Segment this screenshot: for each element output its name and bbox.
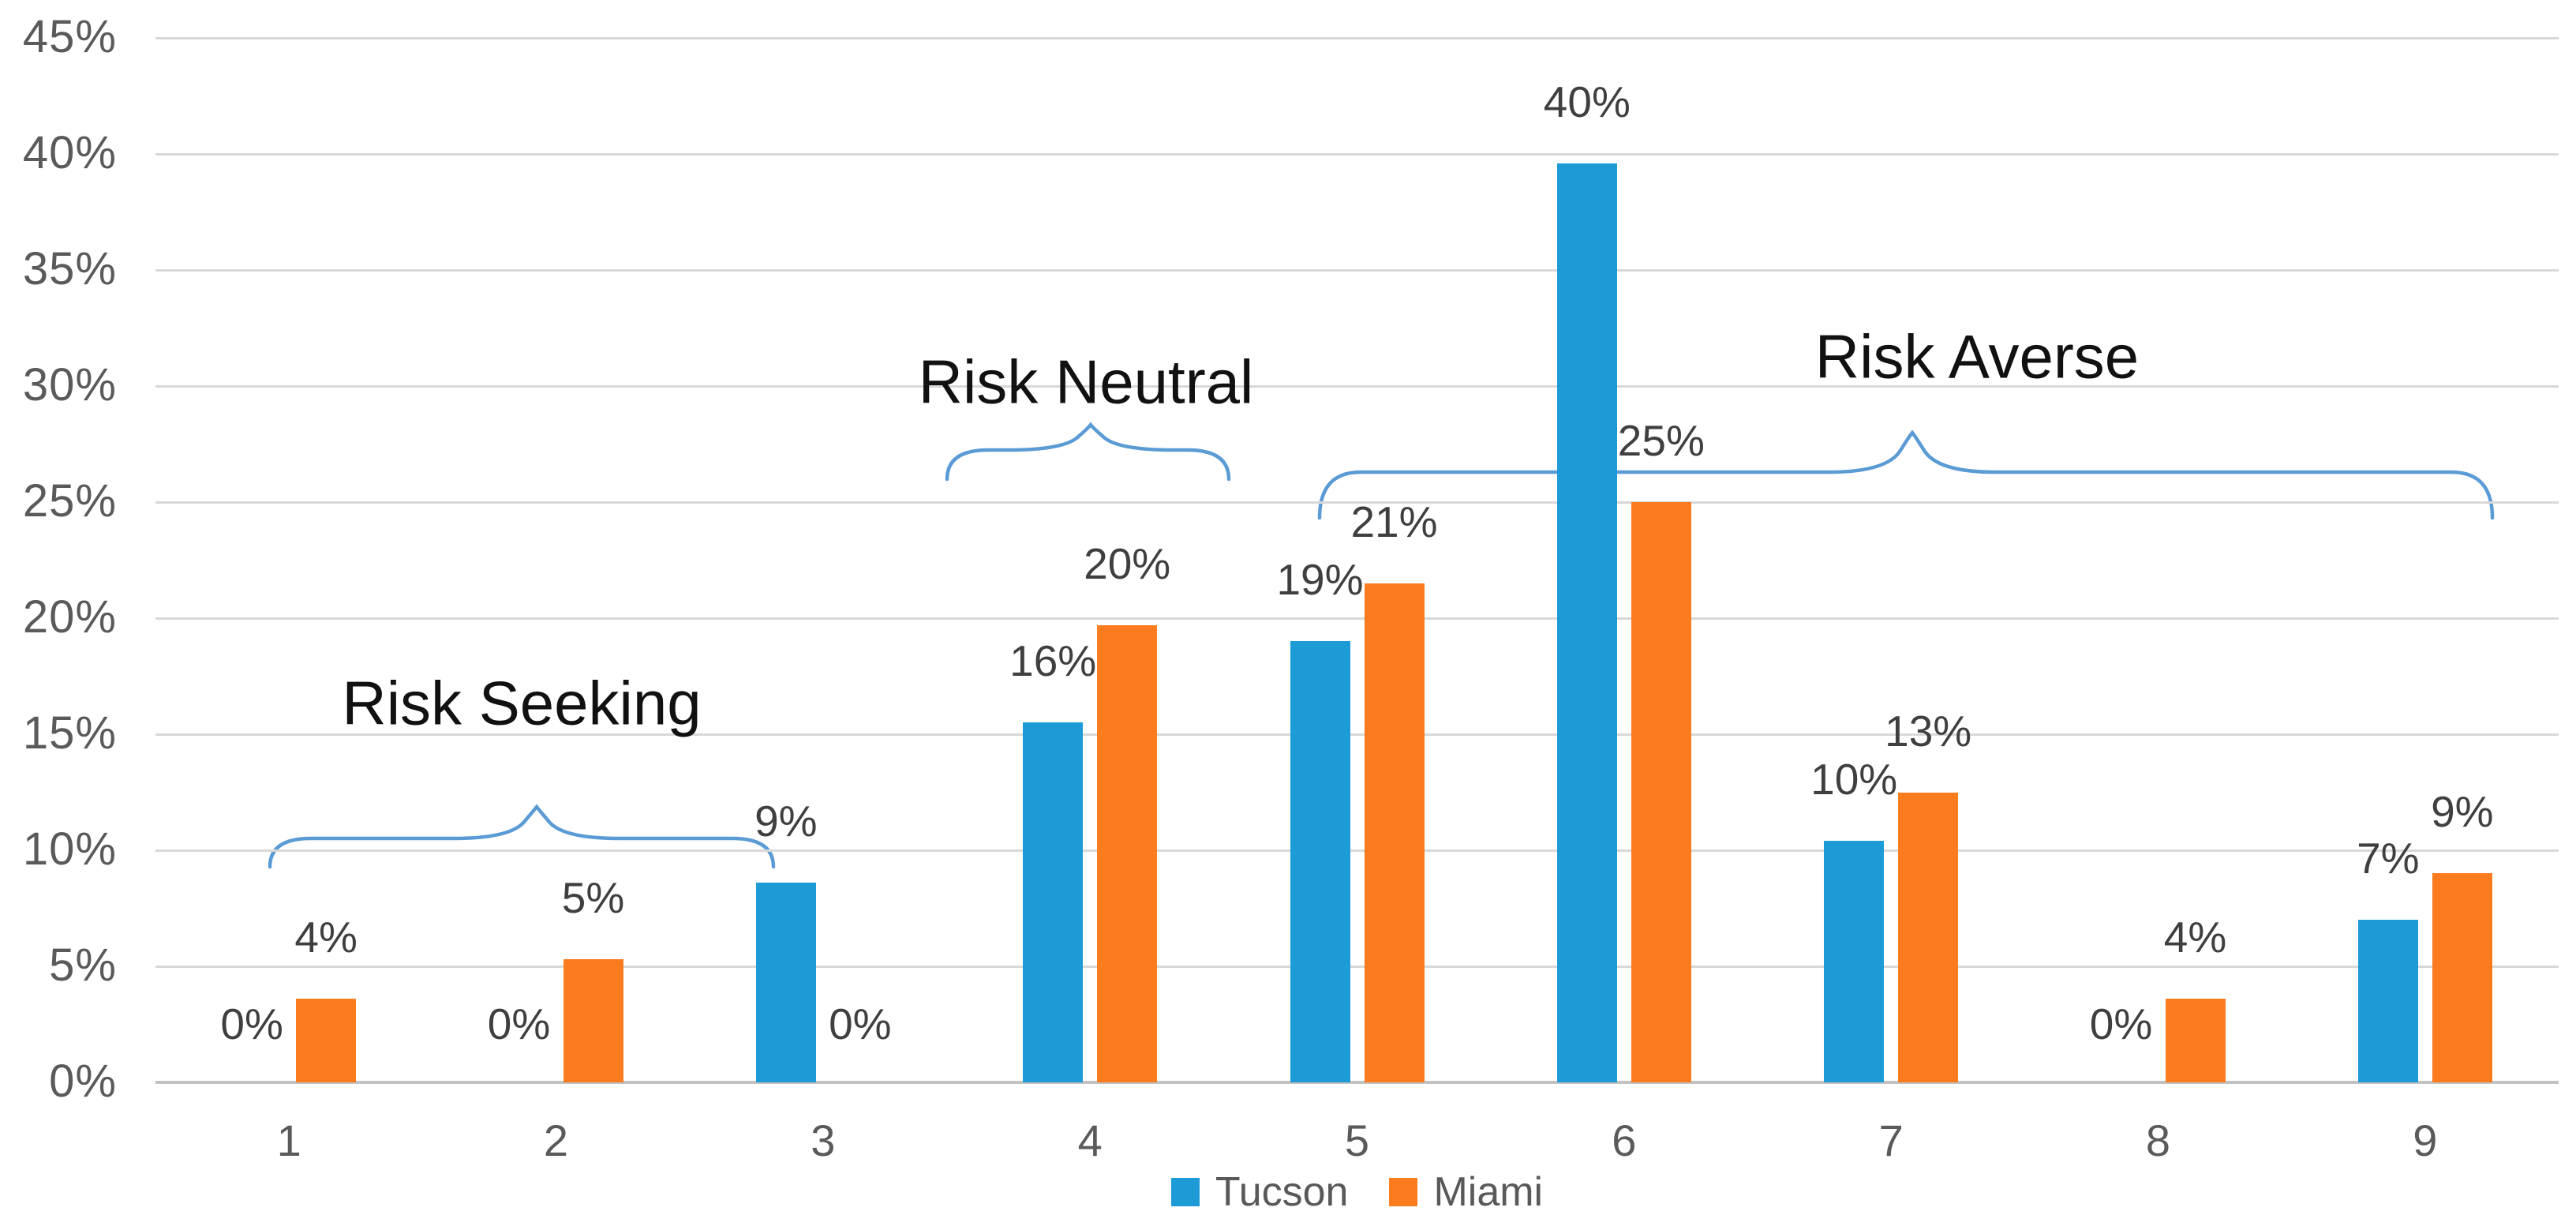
gridline-30 (155, 384, 2559, 388)
legend-swatch-miami (1389, 1178, 1418, 1206)
gridline-40 (155, 152, 2559, 156)
bar-tucson-4 (1023, 722, 1084, 1082)
x-axis-label-4: 4 (1077, 1116, 1103, 1165)
y-axis-label-15: 15% (22, 707, 117, 759)
data-label-tucson-9: 7% (2357, 834, 2420, 883)
y-axis-label-25: 25% (22, 475, 117, 527)
data-label-tucson-4: 16% (1009, 636, 1097, 686)
brace-risk-averse (1317, 429, 2495, 520)
x-axis-label-7: 7 (1878, 1116, 1904, 1165)
bar-miami-8 (2165, 999, 2226, 1082)
data-label-miami-4: 20% (1084, 538, 1171, 588)
y-axis-label-40: 40% (22, 127, 117, 179)
y-axis-label-30: 30% (22, 359, 117, 411)
x-axis-label-5: 5 (1344, 1116, 1370, 1165)
x-axis-label-8: 8 (2145, 1116, 2171, 1165)
data-label-miami-5: 21% (1350, 497, 1438, 546)
chart-legend: Tucson Miami (155, 1168, 2559, 1216)
data-label-tucson-7: 10% (1810, 755, 1898, 804)
data-label-tucson-1: 0% (220, 999, 283, 1048)
data-label-tucson-2: 0% (487, 999, 551, 1048)
data-label-miami-6: 25% (1617, 416, 1705, 465)
brace-risk-neutral (945, 422, 1231, 482)
annotation-risk-neutral: Risk Neutral (918, 347, 1254, 417)
gridline-10 (155, 849, 2559, 852)
data-label-miami-1: 4% (294, 913, 358, 962)
data-label-miami-7: 13% (1885, 706, 1972, 756)
brace-risk-seeking (268, 804, 776, 869)
data-label-miami-8: 4% (2163, 913, 2227, 962)
bar-miami-7 (1898, 792, 1959, 1082)
y-axis-label-5: 5% (49, 939, 117, 992)
bar-tucson-3 (755, 883, 816, 1082)
y-axis-label-20: 20% (22, 591, 117, 643)
annotation-risk-averse: Risk Averse (1814, 321, 2140, 392)
bar-tucson-5 (1290, 641, 1350, 1082)
gridline-15 (155, 733, 2559, 736)
x-axis-label-9: 9 (2413, 1116, 2438, 1165)
data-label-tucson-6: 40% (1543, 77, 1631, 126)
legend-label-tucson: Tucson (1215, 1169, 1349, 1215)
bar-miami-1 (296, 999, 357, 1082)
gridline-5 (155, 965, 2559, 968)
bar-tucson-9 (2357, 920, 2418, 1082)
y-axis-label-45: 45% (22, 11, 117, 63)
data-label-miami-3: 0% (829, 999, 892, 1048)
annotation-risk-seeking: Risk Seeking (342, 668, 702, 738)
gridline-45 (155, 36, 2559, 39)
legend-label-miami: Miami (1433, 1169, 1544, 1215)
legend-item-miami: Miami (1389, 1168, 1543, 1216)
legend-item-tucson: Tucson (1170, 1168, 1349, 1216)
x-axis-label-6: 6 (1612, 1116, 1637, 1165)
x-axis-label-3: 3 (811, 1116, 836, 1165)
data-label-miami-9: 9% (2431, 787, 2494, 837)
y-axis-label-0: 0% (49, 1056, 117, 1108)
data-label-tucson-8: 0% (2089, 999, 2153, 1048)
bar-miami-6 (1631, 502, 1691, 1082)
bar-miami-2 (563, 959, 623, 1082)
gridline-20 (155, 617, 2559, 620)
x-axis-label-2: 2 (543, 1116, 569, 1165)
data-label-tucson-5: 19% (1276, 555, 1364, 605)
legend-swatch-tucson (1170, 1178, 1200, 1206)
bar-miami-4 (1097, 624, 1158, 1082)
gridline-25 (155, 501, 2559, 504)
bar-miami-9 (2432, 873, 2492, 1082)
bar-miami-5 (1364, 583, 1425, 1082)
y-axis-label-10: 10% (22, 823, 117, 876)
x-axis-label-1: 1 (276, 1116, 301, 1165)
gridline-35 (155, 268, 2559, 272)
data-label-miami-2: 5% (561, 873, 625, 923)
data-label-tucson-3: 9% (754, 797, 818, 846)
gridline-0 (155, 1081, 2559, 1084)
bar-tucson-7 (1824, 841, 1885, 1082)
y-axis-label-35: 35% (22, 243, 117, 295)
bar-tucson-6 (1556, 163, 1617, 1082)
